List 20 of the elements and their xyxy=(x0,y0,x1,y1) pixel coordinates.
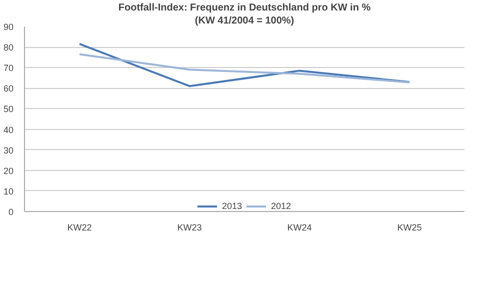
y-tick-label: 30 xyxy=(3,145,14,156)
y-tick-label: 50 xyxy=(3,104,14,114)
y-tick-label: 70 xyxy=(3,63,14,74)
x-tick-label: KW23 xyxy=(177,222,202,232)
y-tick-label: 90 xyxy=(3,22,14,32)
chart-subtitle: (KW 41/2004 = 100%) xyxy=(194,16,294,26)
y-tick-label: 10 xyxy=(3,186,14,196)
legend-label: 2013 xyxy=(222,201,242,211)
x-tick-label: KW22 xyxy=(67,222,92,232)
y-tick-label: 20 xyxy=(3,166,14,176)
line-series xyxy=(78,53,410,84)
chart-title: Footfall-Index: Frequenz in Deutschland pro KW in % xyxy=(118,2,371,14)
line-series xyxy=(78,42,410,88)
x-tick-label: KW24 xyxy=(287,222,312,232)
y-tick-label: 80 xyxy=(3,42,14,53)
x-tick-label: KW25 xyxy=(397,222,422,232)
y-tick-label: 40 xyxy=(3,124,14,135)
y-tick-label: 60 xyxy=(3,84,14,94)
legend-label: 2012 xyxy=(271,201,292,211)
y-tick-label: 0 xyxy=(8,207,14,217)
